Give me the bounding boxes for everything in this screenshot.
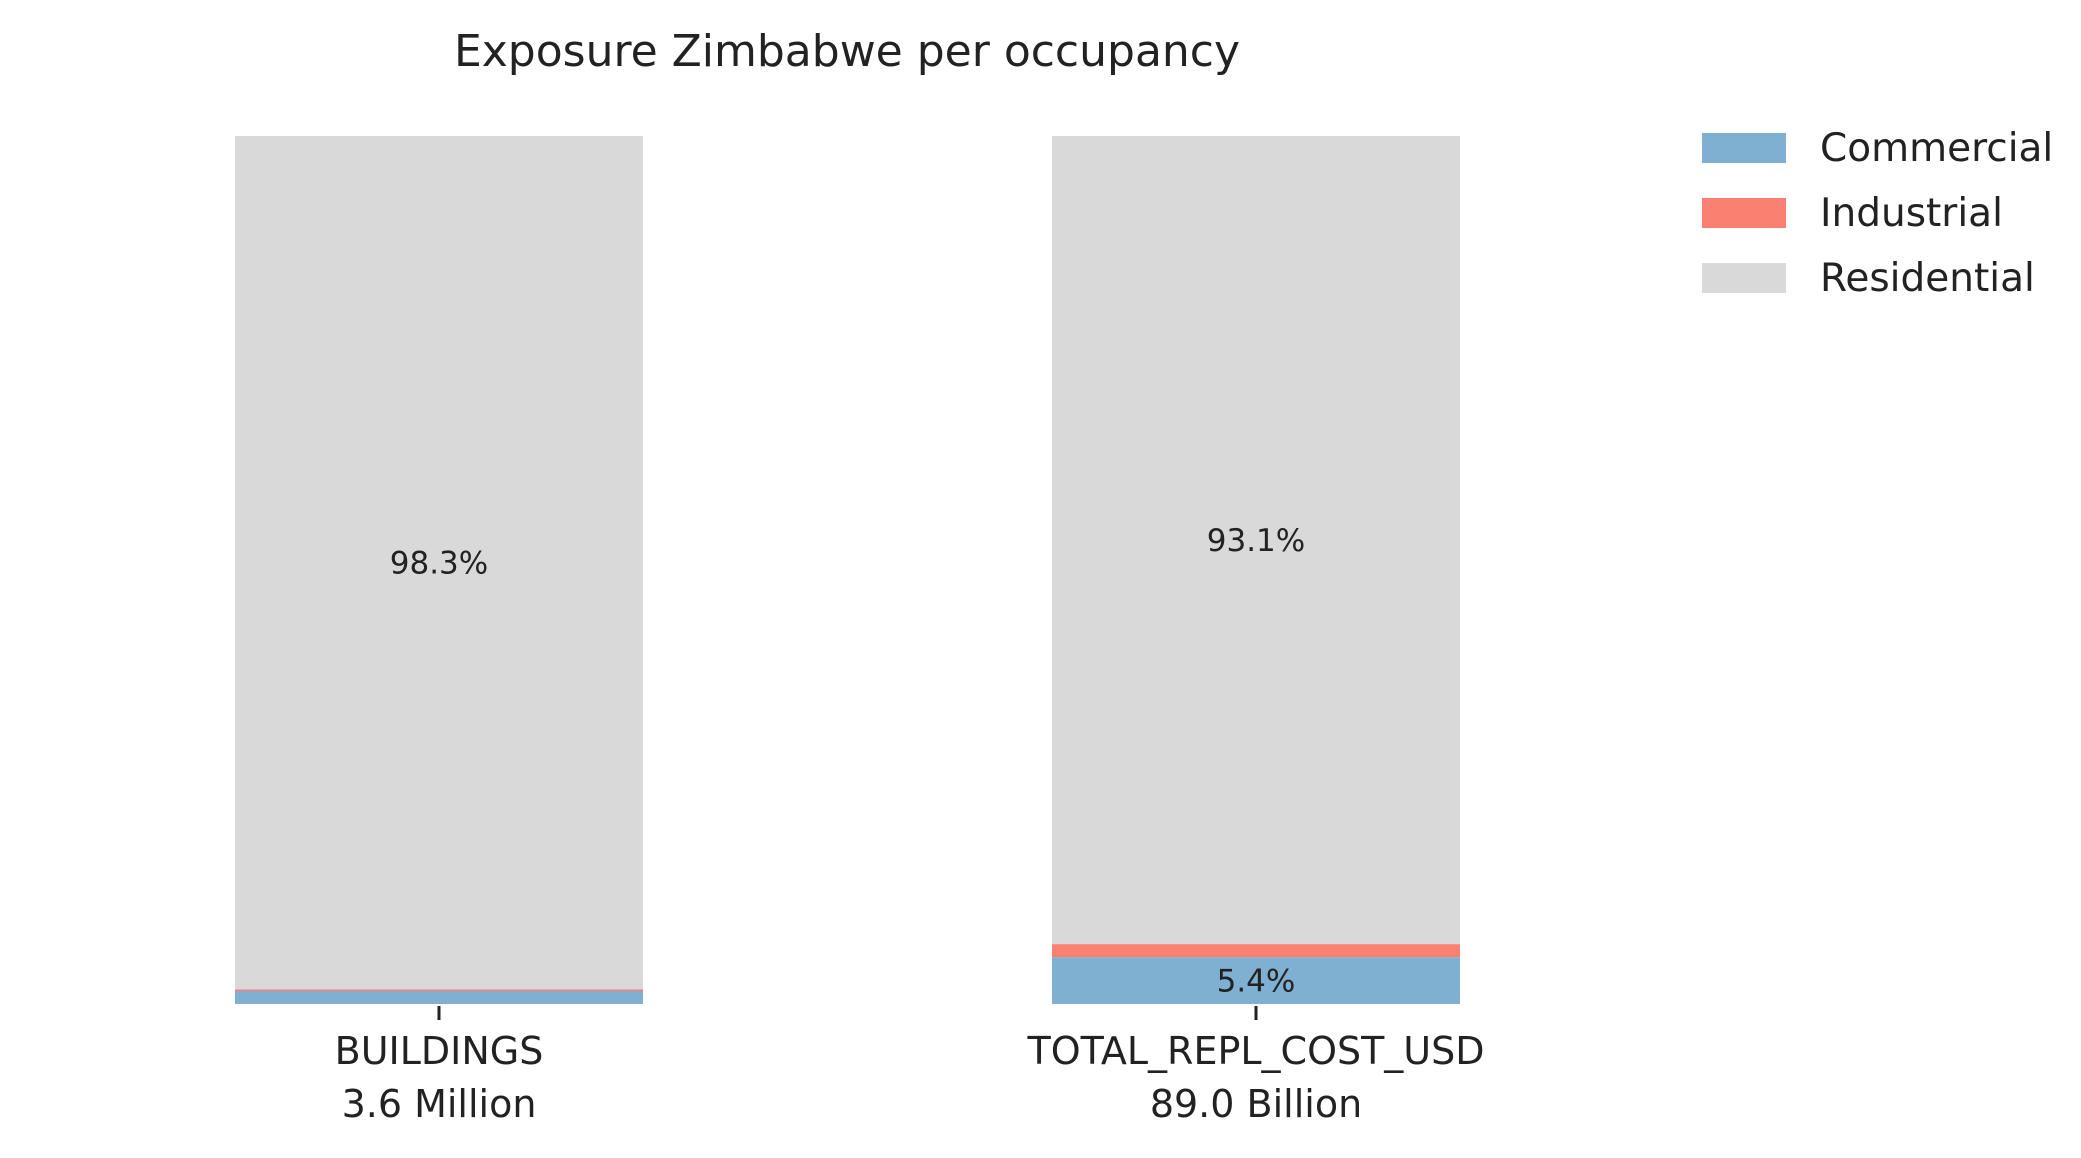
x-tick-total-label: 89.0 Billion	[1150, 1082, 1362, 1126]
legend-label-residential: Residential	[1820, 256, 2035, 301]
segment-labels-layer: 98.3% 5.4% 93.1%	[390, 523, 1305, 1000]
bar-segment-residential-total-repl-cost-usd	[1052, 136, 1460, 945]
x-tick-label: TOTAL_REPL_COST_USD	[1026, 1029, 1484, 1073]
bar-segment-commercial-total-repl-cost-usd	[1052, 957, 1460, 1004]
chart-title: Exposure Zimbabwe per occupancy	[454, 26, 1240, 77]
legend: Commercial Industrial Residential	[1702, 126, 2053, 301]
legend-swatch-residential	[1702, 263, 1786, 293]
legend-swatch-industrial	[1702, 198, 1786, 228]
bar-segment-residential-buildings	[235, 136, 643, 990]
x-tick-total-label: 3.6 Million	[342, 1082, 537, 1126]
legend-swatch-commercial	[1702, 133, 1786, 163]
legend-label-commercial: Commercial	[1820, 126, 2053, 171]
bar-segment-industrial-buildings	[235, 989, 643, 991]
bars-layer	[235, 136, 1460, 1004]
bar-segment-commercial-buildings	[235, 990, 643, 1004]
x-axis: BUILDINGS 3.6 Million TOTAL_REPL_COST_USD 8…	[335, 1006, 1485, 1126]
segment-label-commercial-total-repl-cost-usd: 5.4%	[1217, 964, 1296, 1000]
segment-label-residential-buildings: 98.3%	[390, 546, 488, 582]
legend-label-industrial: Industrial	[1820, 191, 2003, 236]
x-tick-label: BUILDINGS	[335, 1029, 544, 1073]
segment-label-residential-total-repl-cost-usd: 93.1%	[1207, 523, 1305, 559]
bar-segment-industrial-total-repl-cost-usd	[1052, 944, 1460, 958]
